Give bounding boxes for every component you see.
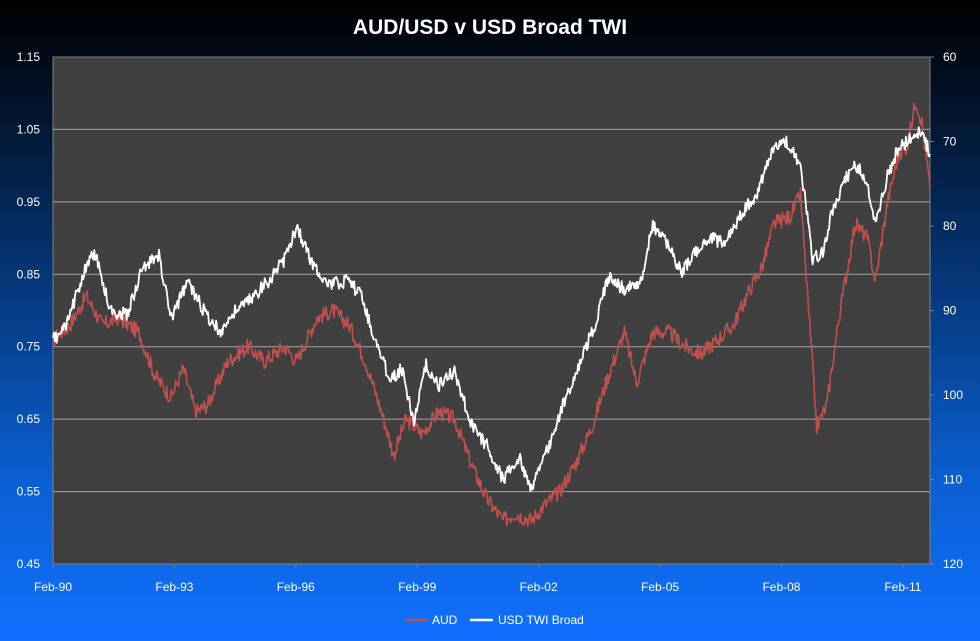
right-tick-label: 90 bbox=[943, 304, 957, 318]
left-axis: 1.15 1.05 0.95 0.85 0.75 0.65 0.55 0.45 bbox=[17, 50, 41, 571]
chart-title: AUD/USD v USD Broad TWI bbox=[353, 16, 627, 39]
left-tick-label: 0.65 bbox=[17, 412, 41, 426]
x-tick-label: Feb-93 bbox=[155, 580, 193, 594]
plot-area bbox=[52, 56, 931, 565]
right-tick-label: 100 bbox=[943, 388, 963, 402]
legend-label-aud: AUD bbox=[432, 613, 458, 627]
right-tick-label: 120 bbox=[943, 557, 963, 571]
x-tick-label: Feb-99 bbox=[398, 580, 436, 594]
series-layer bbox=[52, 102, 931, 528]
x-tick-label: Feb-11 bbox=[884, 580, 921, 594]
left-tick-label: 0.75 bbox=[17, 340, 41, 354]
series-line-twi bbox=[52, 126, 931, 493]
legend-label-twi: USD TWI Broad bbox=[498, 613, 584, 627]
left-tick-label: 0.55 bbox=[17, 485, 41, 499]
x-axis: Feb-90 Feb-93 Feb-96 Feb-99 Feb-02 Feb-05 Feb-… bbox=[34, 564, 922, 594]
x-tick-label: Feb-05 bbox=[641, 580, 679, 594]
left-tick-label: 1.05 bbox=[17, 122, 41, 136]
gridlines bbox=[53, 128, 930, 493]
right-tick-label: 110 bbox=[943, 473, 962, 487]
right-axis: 60 70 80 90 100 110 120 bbox=[930, 50, 963, 571]
left-tick-label: 1.15 bbox=[17, 50, 41, 64]
right-tick-label: 80 bbox=[943, 219, 957, 233]
right-tick-label: 70 bbox=[943, 135, 957, 149]
left-tick-label: 0.45 bbox=[17, 557, 41, 571]
left-tick-label: 0.95 bbox=[17, 195, 41, 209]
x-tick-label: Feb-02 bbox=[520, 580, 558, 594]
x-tick-label: Feb-96 bbox=[277, 580, 315, 594]
right-tick-label: 60 bbox=[943, 50, 957, 64]
left-tick-label: 0.85 bbox=[17, 267, 41, 281]
series-line-aud bbox=[52, 102, 931, 528]
legend: AUD USD TWI Broad bbox=[405, 613, 584, 627]
x-tick-label: Feb-08 bbox=[762, 580, 800, 594]
x-tick-label: Feb-90 bbox=[34, 580, 72, 594]
